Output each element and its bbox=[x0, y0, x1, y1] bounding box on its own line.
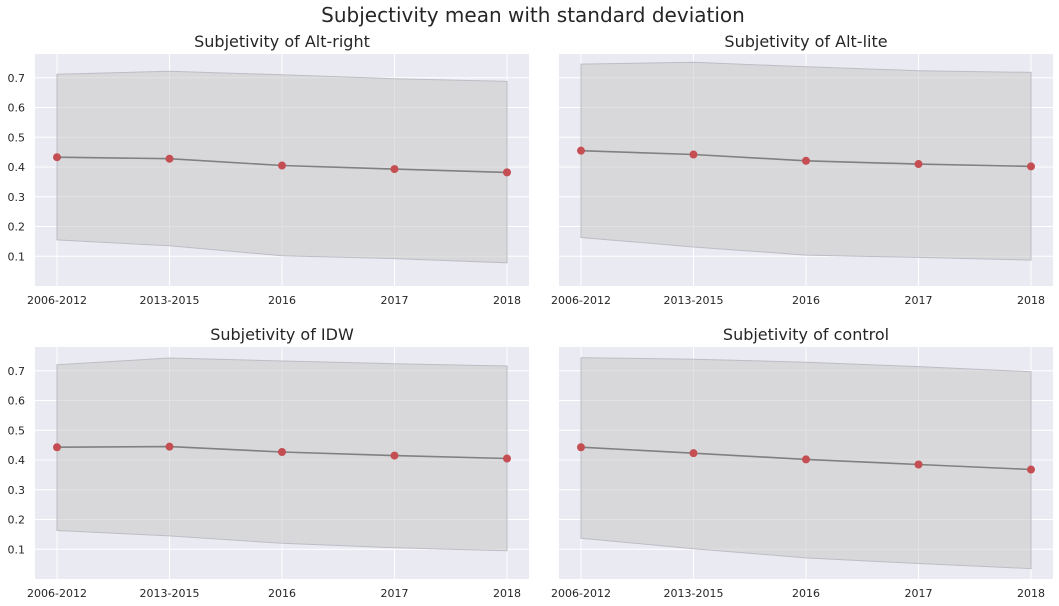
x-tick-label: 2017 bbox=[381, 294, 409, 307]
mean-point bbox=[390, 165, 399, 174]
mean-point bbox=[53, 443, 61, 452]
x-tick-label: 2013-2015 bbox=[140, 294, 200, 307]
subplot-title: Subjetivity of control bbox=[723, 325, 889, 344]
y-tick-label: 0.3 bbox=[8, 191, 26, 204]
mean-point bbox=[577, 146, 585, 155]
y-tick-label: 0.1 bbox=[8, 250, 26, 263]
subplot-title: Subjetivity of Alt-right bbox=[194, 32, 370, 51]
x-tick-label: 2018 bbox=[1017, 587, 1045, 600]
y-tick-label: 0.1 bbox=[8, 543, 26, 556]
y-tick-label: 0.4 bbox=[8, 161, 26, 174]
subplot-alt-lite: Subjetivity of Alt-lite 2006-2012 2013-201… bbox=[551, 32, 1053, 307]
y-tick-label: 0.7 bbox=[8, 365, 26, 378]
y-tick-label: 0.3 bbox=[8, 484, 26, 497]
x-tick-label: 2006-2012 bbox=[27, 587, 87, 600]
x-tick-label: 2016 bbox=[268, 294, 296, 307]
y-tick-label: 0.5 bbox=[8, 131, 26, 144]
mean-point bbox=[689, 150, 698, 159]
x-tick-label: 2017 bbox=[905, 587, 933, 600]
subplot-control: Subjetivity of control 2006-2012 2013-2015… bbox=[551, 325, 1053, 600]
mean-point bbox=[165, 154, 174, 163]
y-tick-label: 0.6 bbox=[8, 102, 26, 115]
mean-point bbox=[914, 460, 923, 469]
mean-point bbox=[689, 449, 698, 458]
mean-point bbox=[390, 451, 399, 460]
mean-point bbox=[503, 168, 511, 177]
x-tick-label: 2018 bbox=[493, 294, 521, 307]
mean-point bbox=[1027, 465, 1035, 474]
y-tick-label: 0.7 bbox=[8, 72, 26, 85]
x-tick-label: 2018 bbox=[1017, 294, 1045, 307]
x-tick-label: 2006-2012 bbox=[27, 294, 87, 307]
figure-title: Subjectivity mean with standard deviatio… bbox=[321, 3, 745, 27]
x-tick-label: 2017 bbox=[905, 294, 933, 307]
mean-point bbox=[278, 161, 286, 170]
y-tick-label: 0.4 bbox=[8, 454, 26, 467]
mean-point bbox=[165, 442, 174, 451]
mean-point bbox=[53, 153, 61, 162]
x-tick-label: 2017 bbox=[381, 587, 409, 600]
x-tick-label: 2018 bbox=[493, 587, 521, 600]
x-tick-label: 2016 bbox=[268, 587, 296, 600]
subplot-idw: Subjetivity of IDW 2006-2012 2013-2015 2016… bbox=[8, 325, 529, 600]
subplot-alt-right: Subjetivity of Alt-right 2006-2012 2013-20… bbox=[8, 32, 529, 307]
x-tick-label: 2006-2012 bbox=[551, 587, 611, 600]
mean-point bbox=[503, 454, 511, 463]
mean-point bbox=[914, 160, 923, 169]
x-tick-label: 2013-2015 bbox=[140, 587, 200, 600]
y-tick-label: 0.5 bbox=[8, 424, 26, 437]
x-tick-label: 2013-2015 bbox=[664, 294, 724, 307]
y-tick-label: 0.6 bbox=[8, 395, 26, 408]
mean-point bbox=[577, 443, 585, 452]
x-tick-label: 2016 bbox=[792, 587, 820, 600]
x-tick-label: 2016 bbox=[792, 294, 820, 307]
mean-point bbox=[1027, 162, 1035, 171]
subplot-title: Subjetivity of Alt-lite bbox=[724, 32, 887, 51]
y-tick-label: 0.2 bbox=[8, 514, 26, 527]
x-tick-label: 2013-2015 bbox=[664, 587, 724, 600]
mean-point bbox=[278, 447, 286, 456]
subplot-title: Subjetivity of IDW bbox=[210, 325, 354, 344]
mean-point bbox=[802, 156, 810, 165]
x-tick-label: 2006-2012 bbox=[551, 294, 611, 307]
mean-point bbox=[802, 455, 810, 464]
y-tick-label: 0.2 bbox=[8, 221, 26, 234]
